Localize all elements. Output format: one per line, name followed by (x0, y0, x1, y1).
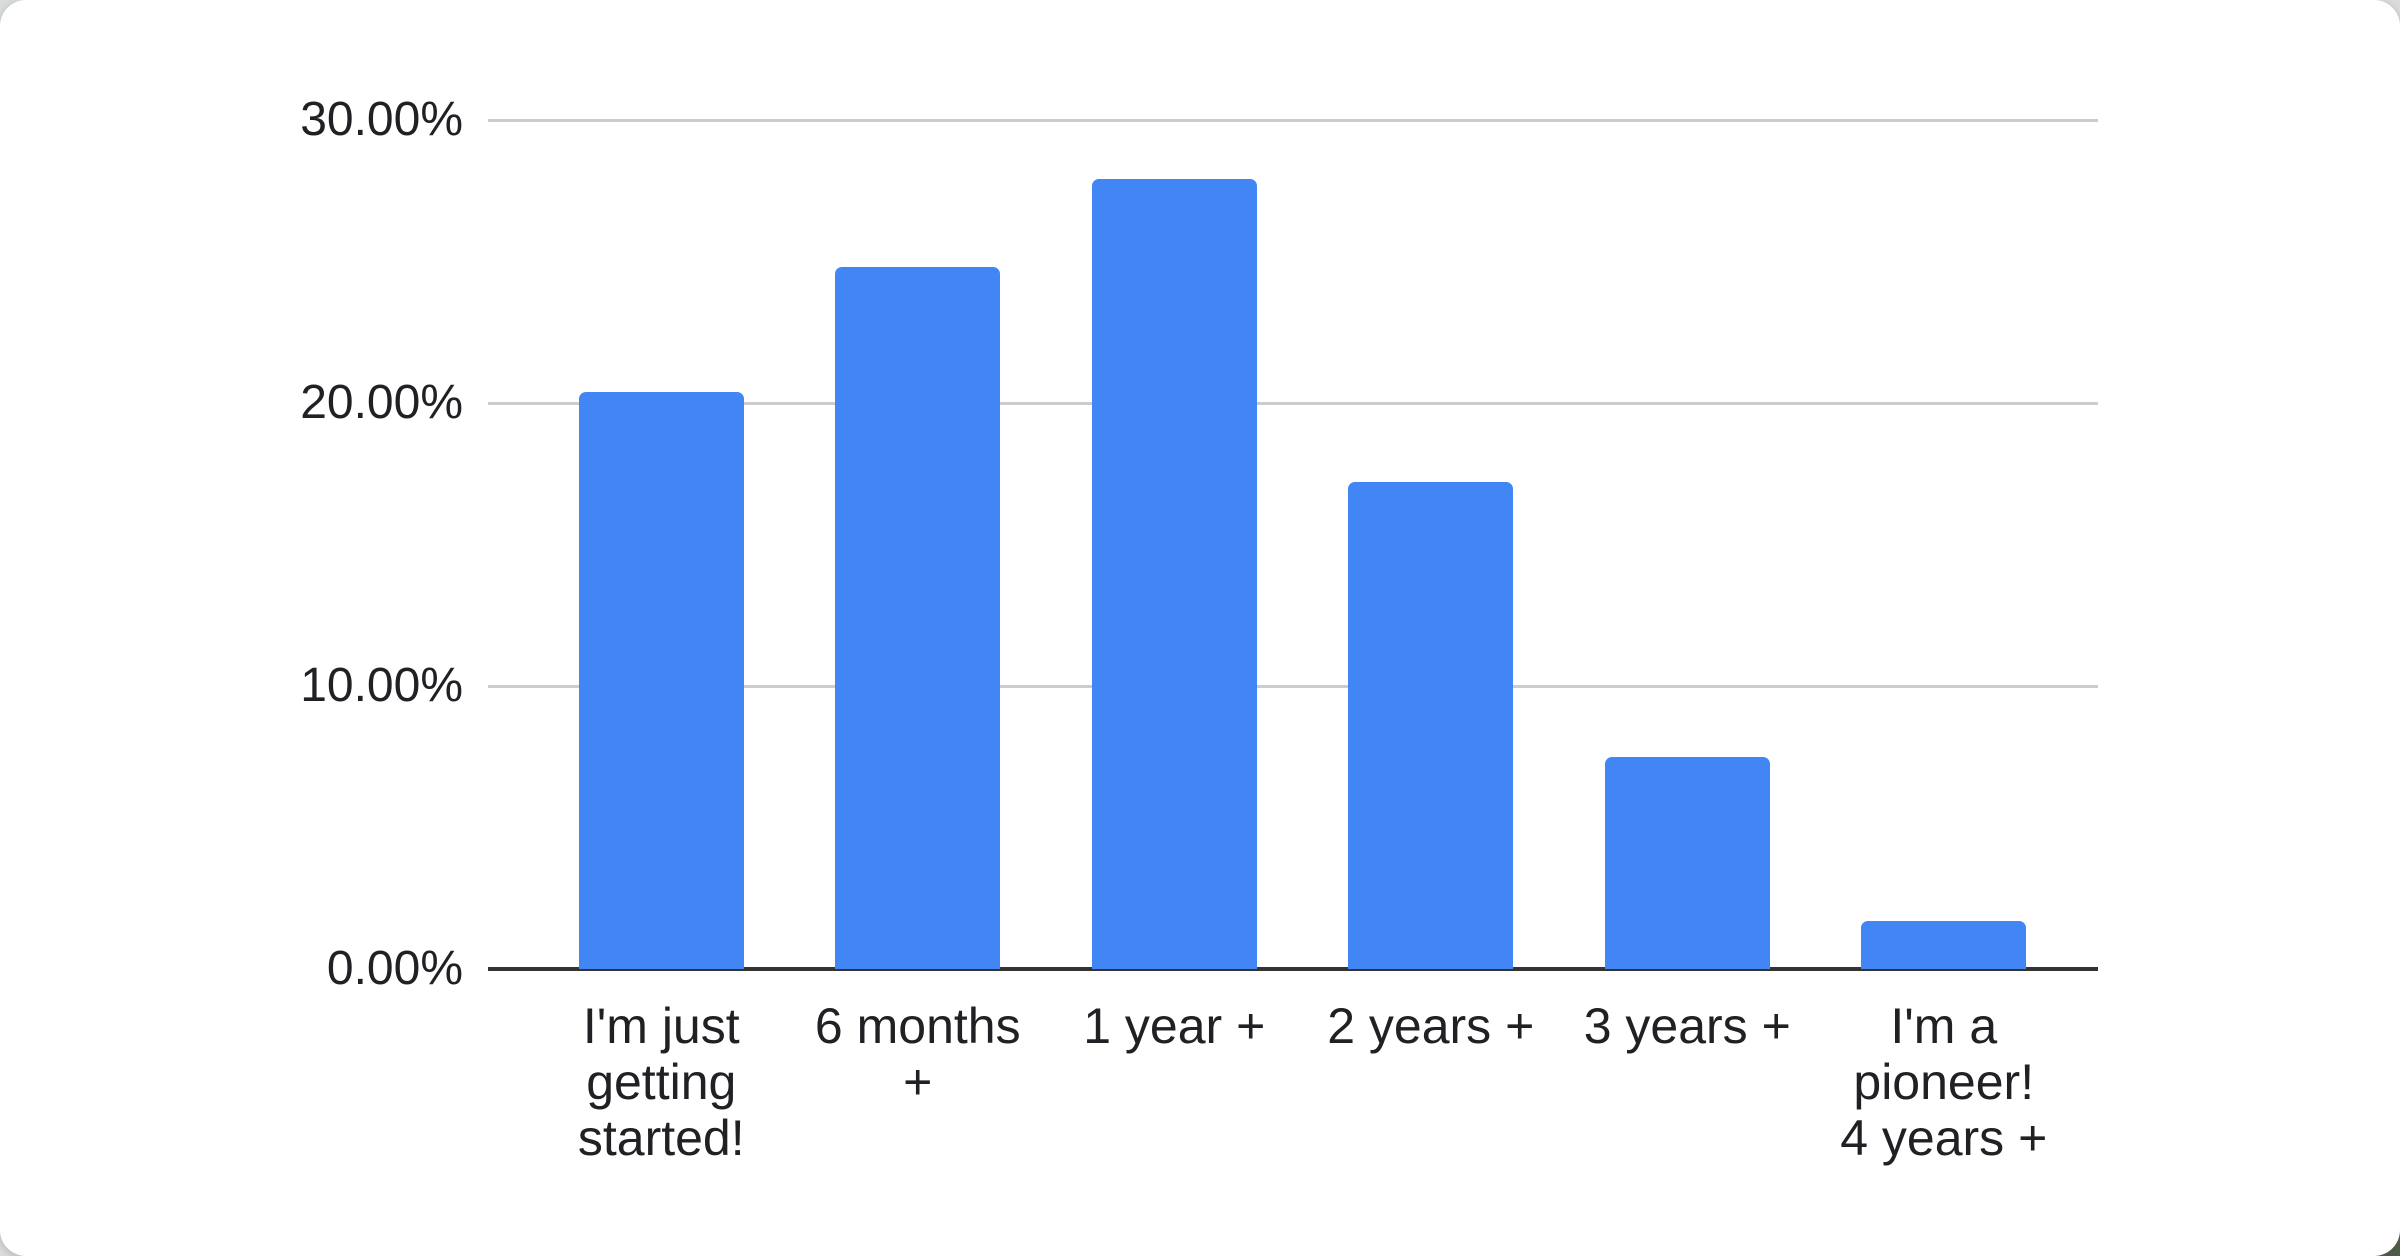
x-tick-label-line: 1 year + (1083, 998, 1266, 1054)
gridline-10 (488, 685, 2098, 688)
x-tick-label-line: I'm just (582, 998, 740, 1054)
y-tick-label: 10.00% (300, 659, 463, 712)
x-tick-label-line: started! (577, 1110, 745, 1166)
bar-slot (1559, 120, 1816, 969)
bar-1 (578, 391, 744, 969)
bar-slot (1046, 120, 1303, 969)
x-tick-label-6: I'm a pioneer! 4 years + (1816, 998, 2073, 1166)
x-axis-line (488, 967, 2098, 971)
x-tick-label-5: 3 years + (1559, 998, 1816, 1166)
bar-5 (1604, 756, 1770, 969)
bar-2 (835, 267, 1001, 969)
x-tick-label-2: 6 months + (790, 998, 1047, 1166)
gridline-20 (488, 402, 2098, 405)
gridline-30 (488, 119, 2098, 122)
bar-6 (1861, 920, 2027, 969)
y-tick-label: 0.00% (326, 942, 463, 995)
x-tick-label-line: 2 years + (1327, 998, 1535, 1054)
x-tick-label-4: 2 years + (1303, 998, 1560, 1166)
y-tick-label: 20.00% (300, 376, 463, 429)
x-tick-label-line: I'm a (1890, 998, 1998, 1054)
y-axis-labels: 30.00% 20.00% 10.00% 0.00% (0, 96, 463, 993)
bar-slot (1303, 120, 1560, 969)
bar-slot (1816, 120, 2073, 969)
x-tick-label-line: 4 years + (1840, 1110, 2048, 1166)
bar-4 (1348, 482, 1514, 969)
x-tick-label-line: + (903, 1054, 933, 1110)
x-tick-label-1: I'm just getting started! (533, 998, 790, 1166)
x-axis-labels: I'm just getting started! 6 months +1 year +… (533, 998, 2072, 1166)
bar-3 (1091, 179, 1257, 969)
x-tick-label-3: 1 year + (1046, 998, 1303, 1166)
bars-container (533, 120, 2072, 969)
x-tick-label-line: getting (586, 1054, 737, 1110)
x-tick-label-line: 3 years + (1583, 998, 1791, 1054)
plot-area (488, 119, 2098, 971)
bar-slot (533, 120, 790, 969)
bar-slot (790, 120, 1047, 969)
x-tick-label-line: pioneer! (1853, 1054, 2035, 1110)
y-tick-label: 30.00% (300, 93, 463, 146)
x-tick-label-line: 6 months (814, 998, 1021, 1054)
